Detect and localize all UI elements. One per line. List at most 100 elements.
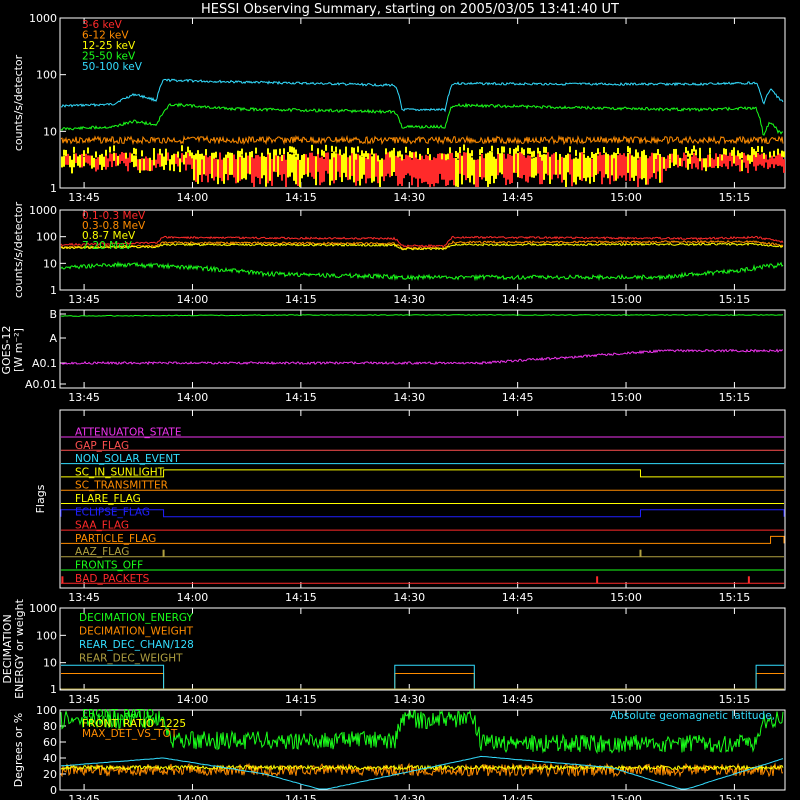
hxr-bar bbox=[591, 151, 593, 158]
hxr-bar bbox=[343, 153, 345, 173]
hxr-bar bbox=[685, 147, 687, 154]
hxr-bar bbox=[165, 154, 167, 165]
hxr-bar bbox=[421, 155, 423, 184]
hxr-bar bbox=[571, 159, 573, 187]
hxr-time-label: 15:00 bbox=[610, 191, 642, 204]
gamma-time-label: 14:30 bbox=[393, 293, 425, 306]
hxr-bar bbox=[345, 146, 347, 153]
hxr-bar bbox=[287, 157, 289, 178]
hxr-bar bbox=[241, 155, 243, 180]
hxr-bar bbox=[123, 152, 125, 164]
hxr-bar bbox=[739, 158, 741, 172]
hxr-bar bbox=[205, 149, 207, 156]
hxr-bar bbox=[463, 144, 465, 151]
hxr-bar bbox=[699, 153, 701, 162]
hxr-bar bbox=[657, 153, 659, 172]
hxr-bar bbox=[277, 155, 279, 177]
hxr-bar bbox=[379, 159, 381, 187]
flags-time-label: 14:45 bbox=[502, 591, 534, 604]
hxr-bar bbox=[371, 156, 373, 183]
hxr-bar bbox=[275, 153, 277, 173]
hxr-bar bbox=[313, 156, 315, 179]
gamma-legend-entry: 0.1-0.3 MeV bbox=[82, 210, 146, 222]
goes-ytick-label: B bbox=[49, 308, 57, 321]
goes-ylabel: GOES-12 bbox=[0, 325, 13, 374]
ratios-ytick-label: 60 bbox=[43, 736, 57, 749]
hxr-bar bbox=[365, 150, 367, 157]
hxr-bar bbox=[205, 153, 207, 176]
hxr-bar bbox=[195, 159, 197, 182]
hxr-bar bbox=[605, 152, 607, 175]
hxr-bar bbox=[141, 150, 143, 157]
hxr-bar bbox=[637, 159, 639, 187]
hxr-bar bbox=[255, 147, 257, 154]
hxr-bar bbox=[269, 152, 271, 181]
hxr-bar bbox=[569, 146, 571, 153]
hxr-bar bbox=[273, 149, 275, 156]
hxr-bar bbox=[545, 154, 547, 174]
hxr-bar bbox=[397, 155, 399, 186]
hxr-bar bbox=[399, 157, 401, 184]
hxr-bar bbox=[767, 159, 769, 170]
hxr-bar bbox=[133, 147, 135, 154]
ratios-time-label: 15:00 bbox=[610, 793, 642, 800]
hxr-bar bbox=[539, 157, 541, 185]
decimation-time-label: 14:30 bbox=[393, 693, 425, 706]
hxr-bar bbox=[625, 156, 627, 181]
hxr-bar bbox=[443, 153, 445, 180]
hxr-ylabel: counts/s/detector bbox=[12, 54, 25, 151]
hxr-bar bbox=[207, 157, 209, 183]
hxr-bar bbox=[541, 154, 543, 161]
hxr-bar bbox=[535, 157, 537, 176]
hxr-bar bbox=[311, 144, 313, 151]
decimation-frame bbox=[59, 607, 786, 691]
hxr-legend-entry: 3-6 keV bbox=[82, 19, 123, 31]
hxr-bar bbox=[113, 145, 115, 152]
hxr-bar bbox=[61, 156, 63, 168]
hxr-bar bbox=[167, 152, 169, 161]
hxr-bar bbox=[573, 158, 575, 183]
hxr-time-label: 13:45 bbox=[68, 191, 100, 204]
hxr-bar bbox=[227, 156, 229, 181]
hxr-bar bbox=[733, 147, 735, 154]
hxr-bar bbox=[593, 159, 595, 182]
hxr-bar bbox=[479, 149, 481, 156]
hxr-bar bbox=[191, 152, 193, 159]
hxr-bar bbox=[249, 155, 251, 175]
hxr-bar bbox=[145, 156, 147, 171]
hxr-bar bbox=[75, 153, 77, 164]
hxr-bar bbox=[385, 154, 387, 177]
hxr-bar bbox=[471, 150, 473, 157]
hxr-bar bbox=[549, 156, 551, 184]
hxr-bar bbox=[475, 159, 477, 187]
goes-ytick-label: A0.1 bbox=[32, 357, 57, 370]
hxr-bar bbox=[679, 157, 681, 167]
hxr-bar bbox=[617, 147, 619, 154]
ratios-legend-entry: FRONT_RATIO bbox=[82, 708, 154, 720]
hxr-bar bbox=[501, 146, 503, 153]
hxr-bar bbox=[587, 155, 589, 178]
hxr-bar bbox=[597, 148, 599, 155]
hxr-bar bbox=[143, 158, 145, 171]
hxr-bar bbox=[427, 155, 429, 185]
hxr-bar bbox=[227, 151, 229, 158]
hxr-bar bbox=[213, 152, 215, 159]
hxr-bar bbox=[353, 147, 355, 154]
hxr-bar bbox=[371, 148, 373, 155]
hxr-bar bbox=[461, 155, 463, 185]
hxr-bar bbox=[751, 147, 753, 154]
ratios-time-label: 14:00 bbox=[177, 793, 209, 800]
hxr-bar bbox=[533, 150, 535, 157]
hxr-bar bbox=[261, 152, 263, 179]
hxr-bar bbox=[771, 155, 773, 165]
hxr-bar bbox=[153, 153, 155, 166]
flag-label: SC_IN_SUNLIGHT bbox=[75, 466, 165, 478]
hxr-bar bbox=[403, 158, 405, 179]
flag-trace bbox=[60, 509, 785, 518]
hxr-bar bbox=[499, 153, 501, 173]
hxr-bar bbox=[485, 153, 487, 160]
ratios-ytick-label: 0 bbox=[50, 784, 57, 797]
hxr-bar bbox=[643, 149, 645, 156]
flags-time-label: 13:45 bbox=[68, 591, 100, 604]
